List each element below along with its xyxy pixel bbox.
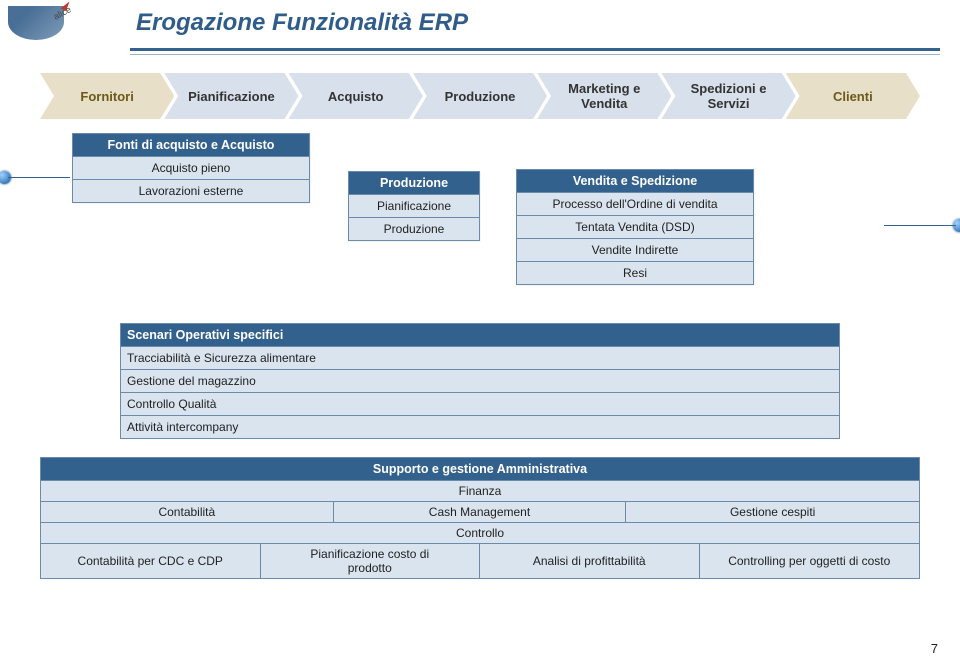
chevron-6: Clienti (786, 73, 920, 119)
connector-line-left (8, 177, 70, 178)
sales-row: Vendite Indirette (516, 239, 754, 262)
purchasing-row: Lavorazioni esterne (72, 180, 310, 203)
divider-thin (130, 54, 940, 55)
support-row-finance: ContabilitàCash ManagementGestione cespi… (40, 502, 920, 523)
support-cell: Controlling per oggetti di costo (700, 544, 920, 578)
support-cell: Contabilità per CDC e CDP (41, 544, 261, 578)
chevron-1: Pianificazione (164, 73, 298, 119)
block-head: Vendita e Spedizione (516, 169, 754, 193)
page-title: Erogazione Funzionalità ERP (76, 9, 468, 37)
purchasing-row: Acquisto pieno (72, 157, 310, 180)
header: alice Erogazione Funzionalità ERP (0, 0, 960, 44)
support-cell: Gestione cespiti (626, 502, 919, 522)
support-cell: Analisi di profittabilità (480, 544, 700, 578)
sales-row: Resi (516, 262, 754, 285)
block-production: Produzione PianificazioneProduzione (348, 171, 480, 241)
block-sales: Vendita e Spedizione Processo dell'Ordin… (516, 169, 754, 285)
chevron-2: Acquisto (289, 73, 423, 119)
page-number: 7 (931, 641, 938, 656)
support-cell: Cash Management (334, 502, 627, 522)
support-sub-control: Controllo (40, 523, 920, 544)
block-head: Produzione (348, 171, 480, 195)
chevron-5: Spedizioni e Servizi (661, 73, 795, 119)
logo-label: alice (52, 4, 73, 22)
sales-row: Processo dell'Ordine di vendita (516, 193, 754, 216)
chevron-4: Marketing e Vendita (537, 73, 671, 119)
divider-thick (130, 48, 940, 51)
block-head: Supporto e gestione Amministrativa (40, 457, 920, 481)
scenarios-row: Gestione del magazzino (120, 370, 840, 393)
block-support: Supporto e gestione Amministrativa Finan… (40, 457, 920, 579)
support-cell: Contabilità (41, 502, 334, 522)
chevron-3: Produzione (413, 73, 547, 119)
block-purchasing: Fonti di acquisto e Acquisto Acquisto pi… (72, 133, 310, 203)
support-row-control: Contabilità per CDC e CDPPianificazione … (40, 544, 920, 579)
chevron-0: Fornitori (40, 73, 174, 119)
block-head: Fonti di acquisto e Acquisto (72, 133, 310, 157)
block-scenarios: Scenari Operativi specifici Tracciabilit… (120, 323, 840, 439)
support-cell: Pianificazione costo di prodotto (261, 544, 481, 578)
scenarios-row: Tracciabilità e Sicurezza alimentare (120, 347, 840, 370)
scenarios-row: Controllo Qualità (120, 393, 840, 416)
value-chain: FornitoriPianificazioneAcquistoProduzion… (40, 73, 920, 119)
sales-row: Tentata Vendita (DSD) (516, 216, 754, 239)
mid-section: Fonti di acquisto e Acquisto Acquisto pi… (40, 133, 920, 313)
support-sub-finance: Finanza (40, 481, 920, 502)
scenarios-row: Attività intercompany (120, 416, 840, 439)
block-head: Scenari Operativi specifici (120, 323, 840, 347)
logo-mark: alice (8, 6, 64, 40)
connector-line-right (884, 225, 956, 226)
production-row: Produzione (348, 218, 480, 241)
production-row: Pianificazione (348, 195, 480, 218)
